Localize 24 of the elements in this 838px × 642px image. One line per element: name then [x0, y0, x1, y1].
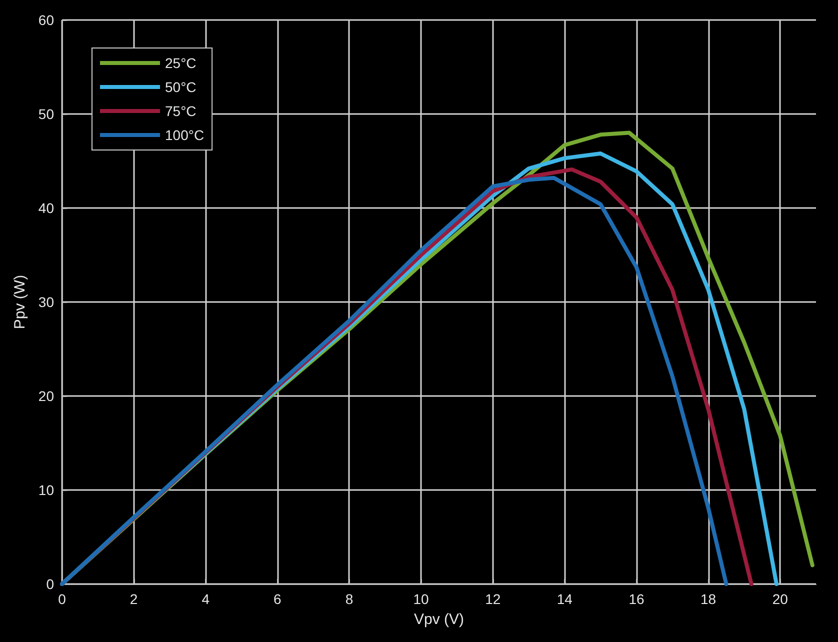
- legend-label: 50°C: [165, 79, 196, 95]
- legend-label: 75°C: [165, 103, 196, 119]
- x-tick-label: 4: [202, 591, 210, 607]
- x-tick-label: 20: [772, 591, 788, 607]
- x-tick-label: 16: [628, 591, 644, 607]
- x-tick-label: 8: [345, 591, 354, 607]
- x-tick-label: 14: [556, 591, 573, 607]
- x-tick-label: 10: [413, 591, 430, 607]
- y-tick-label: 40: [38, 200, 54, 216]
- legend-label: 100°C: [165, 127, 204, 143]
- legend-label: 25°C: [165, 55, 196, 71]
- y-tick-label: 0: [46, 576, 54, 592]
- y-tick-label: 60: [38, 12, 54, 28]
- x-tick-label: 2: [130, 591, 138, 607]
- y-tick-label: 10: [38, 482, 54, 498]
- y-axis-title: Ppv (W): [12, 274, 29, 330]
- y-tick-label: 20: [38, 388, 54, 404]
- y-tick-label: 30: [38, 294, 54, 310]
- x-axis-title: Vpv (V): [414, 611, 464, 628]
- x-tick-label: 0: [58, 591, 66, 607]
- x-tick-label: 6: [274, 591, 282, 607]
- x-tick-label: 18: [700, 591, 716, 607]
- y-tick-label: 50: [38, 106, 54, 122]
- x-tick-label: 12: [485, 591, 501, 607]
